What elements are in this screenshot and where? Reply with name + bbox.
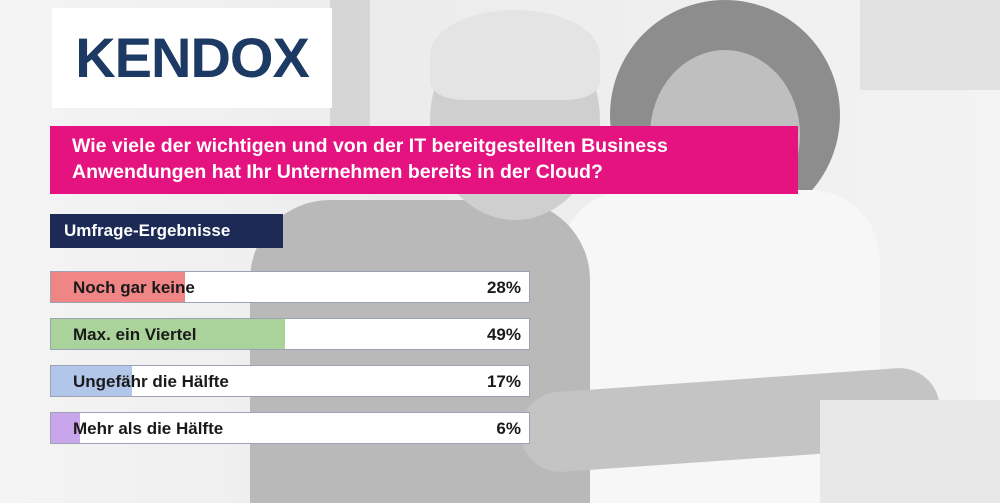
logo: KENDOX <box>52 8 332 108</box>
bar-value-label: 6% <box>496 419 521 438</box>
bar-fill <box>51 272 185 302</box>
logo-text: KENDOX <box>75 26 310 89</box>
bar-value-label: 17% <box>486 372 521 391</box>
bar-fill <box>51 413 80 443</box>
result-row: Ungefähr die Hälfte 17% <box>50 365 530 397</box>
question-text: Wie viele der wichtigen und von der IT b… <box>72 135 668 183</box>
bar-value-label: 49% <box>486 325 521 344</box>
window <box>860 0 1000 90</box>
results-heading-label: Umfrage-Ergebnisse <box>64 221 231 240</box>
bar-value-label: 28% <box>486 278 521 297</box>
man-hair <box>430 10 600 100</box>
result-row: Max. ein Viertel 49% <box>50 318 530 350</box>
bar-label: Mehr als die Hälfte <box>73 419 224 438</box>
results-heading: Umfrage-Ergebnisse <box>50 214 283 248</box>
bar-fill <box>51 366 133 396</box>
laptop <box>820 400 1000 503</box>
window-frame <box>330 0 370 130</box>
result-row: Mehr als die Hälfte 6% <box>50 412 530 444</box>
bar-label: Noch gar keine <box>73 278 195 297</box>
bar-fill <box>51 319 286 349</box>
bar-label: Max. ein Viertel <box>73 325 197 344</box>
bar-label: Ungefähr die Hälfte <box>73 372 229 391</box>
question-banner: Wie viele der wichtigen und von der IT b… <box>50 126 798 194</box>
result-row: Noch gar keine 28% <box>50 271 530 303</box>
